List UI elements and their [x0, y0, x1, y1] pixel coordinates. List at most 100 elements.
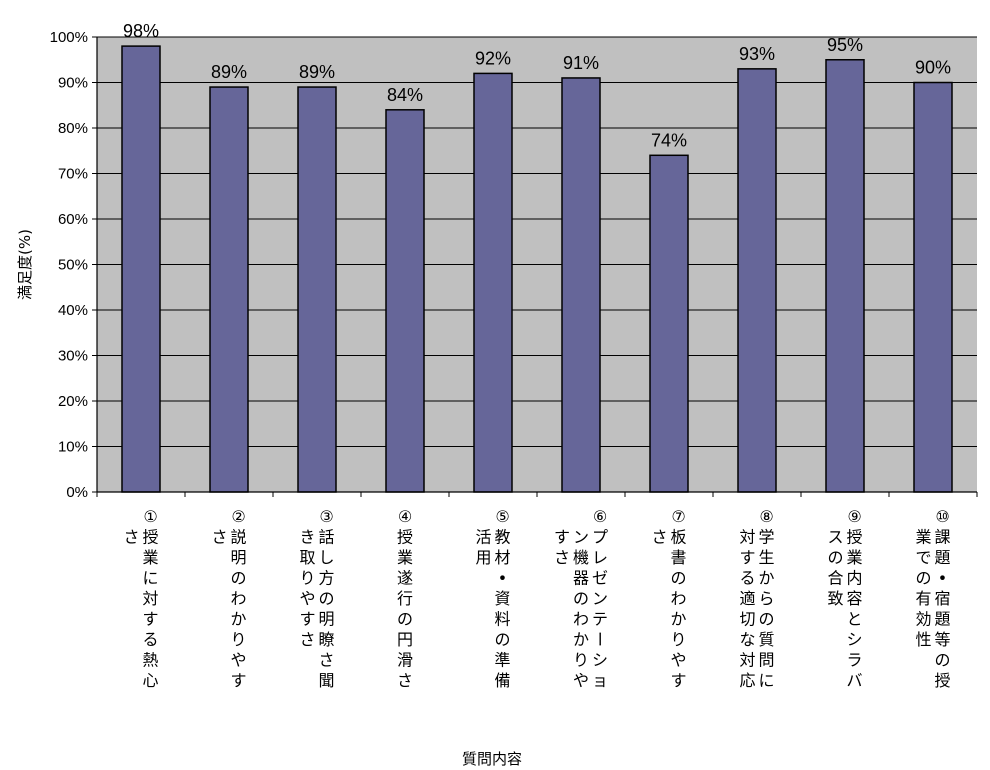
category-label-char: 致 — [827, 589, 843, 608]
y-tick-labels: 0% 10% 20% 30% 40% 50% 60% 70% 80% 90% 100% — [50, 29, 88, 501]
category-label-char: 対 — [142, 589, 158, 608]
category-label-char: す — [299, 610, 315, 629]
y-tick-label: 30% — [58, 348, 88, 365]
category-label-char: ⑨ — [847, 507, 861, 526]
category-label-char: の — [915, 569, 931, 588]
category-label-char: ラ — [846, 651, 862, 670]
category-label-char: ら — [758, 589, 774, 608]
y-tick-label: 90% — [58, 75, 88, 92]
category-label-char: 授 — [846, 528, 862, 547]
category-label-char: ゼ — [592, 569, 608, 588]
category-label-char: り — [230, 630, 246, 649]
category-label-char: ン — [573, 528, 589, 547]
data-label: 93% — [739, 44, 775, 64]
category-label-char: き — [299, 528, 315, 547]
category-label-char: す — [554, 528, 570, 547]
category-label-char: 取 — [299, 548, 315, 567]
category-label-char: 準 — [494, 651, 510, 670]
category-label-char: レ — [592, 548, 608, 567]
category-label-char: ー — [590, 631, 609, 647]
category-label-char: 料 — [494, 610, 510, 629]
bar — [121, 45, 161, 493]
category-label-char: 板 — [670, 528, 686, 547]
category-label-char: 聞 — [318, 671, 334, 690]
category-label-char: さ — [299, 630, 315, 649]
category-label-char: や — [299, 589, 315, 608]
category-label-char: の — [827, 548, 843, 567]
category-label-char: 業 — [846, 548, 862, 567]
category-label-char: 対 — [739, 651, 755, 670]
category-label-char: 問 — [758, 651, 774, 670]
category-label-char: か — [573, 630, 589, 649]
category-label-char: ② — [231, 507, 245, 526]
y-tick-label: 100% — [50, 29, 88, 46]
category-label-char: 熱 — [142, 651, 158, 670]
data-label: 91% — [563, 53, 599, 73]
category-label-char: 等 — [934, 630, 950, 649]
category-label-char: 合 — [827, 569, 843, 588]
y-tick-label: 20% — [58, 393, 88, 410]
category-label-char: 適 — [739, 589, 755, 608]
category-label-char: り — [670, 630, 686, 649]
data-label: 98% — [123, 21, 159, 41]
category-label-char: 円 — [397, 630, 413, 649]
bar — [737, 68, 777, 493]
bar — [825, 59, 865, 493]
category-label-char: 業 — [915, 528, 931, 547]
category-label-char: ス — [827, 528, 843, 547]
category-label-char: る — [739, 569, 755, 588]
x-axis-title: 質問内容 — [462, 750, 522, 768]
category-label-char: の — [230, 569, 246, 588]
category-label-char: 用 — [475, 548, 491, 567]
category-label-char: 授 — [397, 528, 413, 547]
category-label-char: バ — [846, 671, 862, 690]
category-label-char: ① — [143, 507, 157, 526]
category-label-char: 備 — [494, 671, 510, 690]
category-label-char: 業 — [397, 548, 413, 567]
category-label-char: 書 — [670, 548, 686, 567]
bar — [209, 86, 249, 493]
category-label-char: 機 — [573, 548, 589, 567]
category-labels: ①授業に対する熱心さ②説明のわかりやすさ③話し方の明瞭さ聞き取りやすさ④授業遂行… — [123, 507, 950, 690]
category-label-char: さ — [397, 671, 413, 690]
y-axis-title: 満足度(%) — [16, 229, 34, 300]
category-label-char: な — [739, 630, 755, 649]
category-label-char: に — [142, 569, 158, 588]
category-label-char: の — [573, 589, 589, 608]
category-label-char: テ — [592, 610, 608, 629]
category-label-char: 材 — [494, 548, 510, 567]
category-label-char: シ — [846, 630, 862, 649]
category-label-char: 内 — [846, 569, 862, 588]
axes — [96, 37, 978, 497]
y-tick-label: 80% — [58, 120, 88, 137]
category-label-char: ⑦ — [671, 507, 685, 526]
category-label-char: 活 — [475, 528, 491, 547]
category-label-char: す — [739, 548, 755, 567]
category-label-char: わ — [573, 610, 589, 629]
category-label-char: し — [318, 548, 334, 567]
data-label: 84% — [387, 85, 423, 105]
category-label-char: や — [573, 671, 589, 690]
bar — [561, 77, 601, 493]
y-tick-label: 0% — [66, 484, 88, 501]
category-label-char: 滑 — [397, 651, 413, 670]
category-label-char: 器 — [573, 569, 589, 588]
data-label: 92% — [475, 48, 511, 68]
category-label-char: 授 — [934, 671, 950, 690]
category-label-char: さ — [554, 548, 570, 567]
category-label-char: 明 — [318, 610, 334, 629]
category-label-char: さ — [123, 528, 139, 547]
category-label-char: や — [230, 651, 246, 670]
category-label-char: 切 — [739, 610, 755, 629]
category-label-char: の — [758, 610, 774, 629]
bar — [649, 154, 689, 493]
